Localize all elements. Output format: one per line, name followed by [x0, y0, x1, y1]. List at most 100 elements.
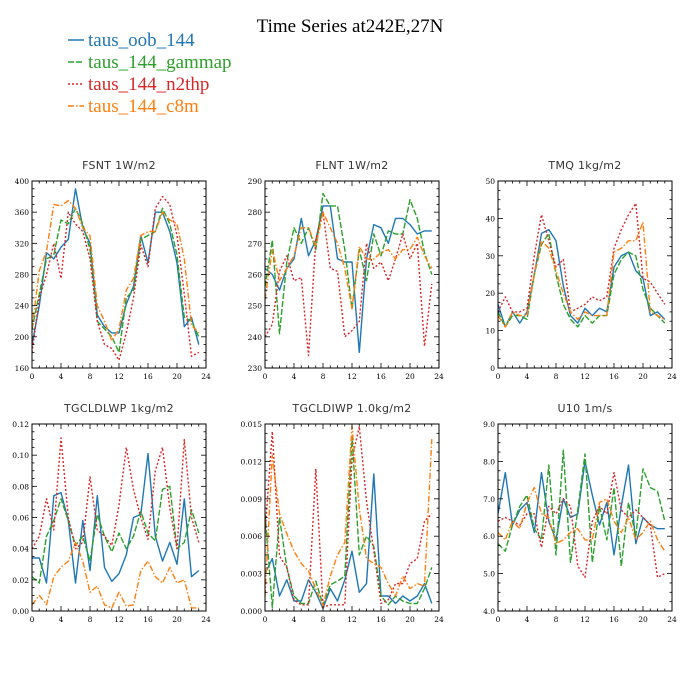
y-tick-label: 0.000: [241, 607, 263, 616]
y-tick-label: 0.015: [241, 420, 263, 429]
x-tick-label: 0: [263, 372, 268, 381]
x-tick-label: 8: [321, 372, 326, 381]
series-line-taus-144-n2thp: [32, 437, 200, 550]
series-line-taus-144-c8m: [498, 486, 666, 552]
x-tick-label: 8: [554, 615, 559, 624]
x-tick-label: 4: [525, 615, 530, 624]
chart-panel: FLNT 1W/m2 0 4 8 12 16 20 24 230 240 250 260 270 280 2…: [248, 159, 444, 381]
y-tick-label: 240: [15, 302, 30, 311]
y-tick-label: 260: [248, 271, 263, 280]
x-tick-label: 8: [321, 615, 326, 624]
y-tick-label: 0.009: [241, 495, 263, 504]
y-tick-label: 9.0: [483, 420, 495, 429]
x-tick-label: 20: [638, 615, 648, 624]
x-tick-label: 12: [114, 372, 124, 381]
series-group: [32, 437, 200, 609]
panel-title: TGCLDIWP 1.0kg/m2: [291, 402, 411, 415]
panel-title: U10 1m/s: [557, 402, 612, 415]
chart-panel: FSNT 1W/m2 0 4 8 12 16 20 24 160 200 240 280 320 360 4…: [15, 159, 211, 381]
x-tick-label: 8: [554, 372, 559, 381]
series-group: [265, 425, 433, 610]
x-tick-label: 0: [30, 372, 35, 381]
y-tick-label: 160: [15, 364, 30, 373]
legend: taus_oob_144taus_144_gammaptaus_144_n2th…: [68, 30, 232, 117]
x-tick-label: 20: [172, 615, 182, 624]
x-tick-label: 4: [292, 372, 297, 381]
series-line-taus-oob-144: [265, 205, 432, 354]
x-tick-label: 4: [292, 615, 297, 624]
x-tick-label: 4: [59, 615, 64, 624]
x-tick-label: 20: [172, 372, 182, 381]
chart-panel: TGCLDLWP 1kg/m2 0 4 8 12 16 20 24 0.00 0.02 0.04 0.…: [12, 402, 211, 624]
series-line-taus-144-c8m: [498, 221, 666, 328]
series-line-taus-144-gammap: [265, 192, 433, 335]
series-line-taus-144-gammap: [498, 232, 666, 328]
x-tick-label: 16: [609, 372, 619, 381]
y-tick-label: 200: [15, 333, 30, 342]
x-tick-label: 0: [496, 372, 501, 381]
y-tick-label: 7.0: [483, 495, 495, 504]
x-tick-label: 16: [376, 372, 386, 381]
x-tick-label: 12: [347, 615, 357, 624]
x-tick-label: 0: [30, 615, 35, 624]
y-tick-label: 0.012: [241, 457, 263, 466]
series-line-taus-144-n2thp: [32, 195, 200, 361]
x-tick-label: 8: [88, 615, 93, 624]
x-tick-label: 4: [525, 372, 530, 381]
series-group: [265, 192, 433, 357]
panel-title: FLNT 1W/m2: [315, 159, 388, 172]
series-line-taus-144-n2thp: [498, 202, 666, 313]
y-tick-label: 400: [15, 177, 30, 186]
plot-frame: [497, 180, 673, 369]
y-tick-label: 0: [490, 364, 495, 373]
y-tick-label: 230: [248, 364, 263, 373]
y-tick-label: 0.00: [12, 607, 29, 616]
y-tick-label: 20: [485, 289, 495, 298]
chart-panels: FSNT 1W/m20 4 8 12 16 20 241602002402803203604…: [12, 159, 677, 624]
x-tick-label: 0: [263, 615, 268, 624]
legend-label: taus_144_gammap: [88, 52, 232, 73]
x-tick-label: 16: [143, 372, 153, 381]
x-tick-label: 16: [376, 615, 386, 624]
series-line-taus-oob-144: [498, 460, 665, 556]
x-tick-label: 24: [667, 615, 677, 624]
series-group: [498, 202, 666, 328]
series-line-taus-144-c8m: [265, 425, 433, 607]
y-tick-label: 0.006: [241, 532, 263, 541]
y-tick-label: 280: [248, 208, 263, 217]
legend-item: taus_144_n2thp: [68, 74, 209, 95]
y-tick-label: 250: [248, 302, 263, 311]
x-tick-label: 8: [88, 372, 93, 381]
series-line-taus-144-c8m: [32, 199, 200, 342]
figure-title: Time Series at242E,27N: [257, 16, 444, 37]
series-line-taus-oob-144: [265, 473, 433, 610]
x-tick-label: 20: [405, 615, 415, 624]
legend-item: taus_oob_144: [68, 30, 195, 51]
y-tick-label: 360: [15, 208, 30, 217]
legend-item: taus_144_gammap: [68, 52, 232, 73]
x-tick-label: 24: [201, 615, 211, 624]
y-tick-label: 280: [15, 271, 30, 280]
panel-title: TGCLDLWP 1kg/m2: [63, 402, 174, 415]
series-line-taus-144-c8m: [32, 541, 199, 609]
x-tick-label: 12: [580, 615, 590, 624]
chart-panel: U10 1m/s 0 4 8 12 16 20 24 4.0 5.0 6.0 7.0 8.0 9.0: [483, 402, 677, 624]
x-tick-label: 12: [114, 615, 124, 624]
y-tick-label: 0.08: [12, 482, 29, 491]
series-group: [32, 188, 200, 361]
y-tick-label: 270: [248, 239, 263, 248]
panel-title: TMQ 1kg/m2: [547, 159, 621, 172]
y-tick-label: 0.04: [12, 545, 29, 554]
plot-frame: [31, 423, 207, 612]
y-tick-label: 50: [485, 177, 495, 186]
series-line-taus-144-n2thp: [265, 425, 433, 608]
x-tick-label: 20: [638, 372, 648, 381]
y-tick-label: 5.0: [483, 570, 495, 579]
legend-label: taus_144_c8m: [88, 96, 199, 117]
y-tick-label: 240: [248, 333, 263, 342]
legend-label: taus_144_n2thp: [88, 74, 209, 95]
chart-panel: TMQ 1kg/m2 0 4 8 12 16 20 24 0 10 20 30 40 50: [485, 159, 677, 381]
x-tick-label: 24: [667, 372, 677, 381]
chart-panel: TGCLDIWP 1.0kg/m2 0 4 8 12 16 20 24 0.000 0.003 0.…: [241, 402, 444, 624]
